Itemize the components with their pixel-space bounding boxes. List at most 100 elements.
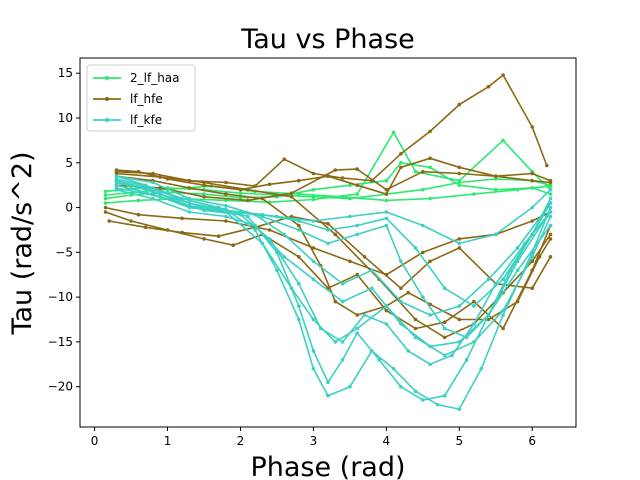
data-point bbox=[311, 259, 316, 264]
data-point bbox=[545, 163, 549, 168]
data-point bbox=[202, 180, 206, 185]
y-tick-label: 5 bbox=[65, 156, 73, 170]
x-tick-label: 3 bbox=[310, 434, 318, 448]
data-point bbox=[362, 313, 367, 317]
data-point bbox=[143, 225, 148, 230]
data-point bbox=[311, 349, 316, 353]
data-point bbox=[501, 313, 505, 317]
data-point bbox=[355, 232, 360, 237]
y-tick-label: −5 bbox=[55, 245, 73, 259]
data-point bbox=[530, 254, 534, 259]
data-point bbox=[421, 169, 425, 174]
data-point bbox=[384, 322, 389, 326]
y-tick-label: −15 bbox=[48, 335, 73, 349]
data-point bbox=[289, 286, 294, 291]
series-line-lf-hfe-0 bbox=[116, 157, 551, 195]
data-point bbox=[548, 187, 553, 192]
data-point bbox=[224, 214, 228, 219]
data-point bbox=[457, 178, 462, 183]
data-point bbox=[399, 384, 403, 389]
data-point bbox=[311, 246, 316, 250]
data-point bbox=[472, 299, 476, 304]
y-tick-label: −20 bbox=[48, 380, 73, 394]
data-point bbox=[289, 195, 294, 199]
data-point bbox=[224, 198, 228, 203]
data-point bbox=[311, 367, 316, 371]
data-point bbox=[114, 171, 119, 176]
data-point bbox=[548, 178, 553, 183]
data-point bbox=[246, 198, 250, 203]
data-point bbox=[202, 237, 206, 241]
data-point bbox=[282, 254, 287, 259]
data-point bbox=[158, 192, 162, 196]
data-point bbox=[340, 281, 345, 286]
data-point bbox=[355, 326, 360, 331]
data-point bbox=[384, 198, 389, 203]
data-point bbox=[472, 192, 476, 196]
series-line-lf-hfe-6 bbox=[109, 215, 552, 290]
data-point bbox=[187, 210, 192, 214]
data-point bbox=[311, 277, 316, 282]
data-point bbox=[231, 243, 235, 247]
data-point bbox=[224, 204, 228, 208]
data-point bbox=[457, 165, 462, 170]
axes: 0 1 2 3 4 5 6 −20 −15 −10 −5 0 5 10 15 bbox=[48, 57, 577, 448]
data-point bbox=[311, 195, 316, 199]
data-point bbox=[224, 180, 228, 185]
data-point bbox=[114, 186, 119, 190]
data-point bbox=[399, 286, 403, 291]
series-line-lf-hfe-4 bbox=[105, 206, 551, 276]
data-point bbox=[428, 129, 432, 134]
x-axis-label: Phase (rad) bbox=[250, 452, 405, 480]
data-point bbox=[428, 156, 432, 161]
y-tick-label: 10 bbox=[58, 111, 73, 125]
data-point bbox=[187, 186, 192, 190]
data-point bbox=[355, 272, 360, 277]
data-point bbox=[494, 174, 498, 178]
data-point bbox=[136, 198, 141, 203]
data-point bbox=[457, 317, 462, 322]
data-point bbox=[523, 241, 527, 246]
data-point bbox=[311, 317, 316, 322]
data-point bbox=[340, 195, 345, 199]
legend-marker-lf-kfe bbox=[105, 118, 109, 122]
data-point bbox=[413, 389, 418, 394]
data-point bbox=[253, 228, 257, 232]
data-point bbox=[472, 340, 476, 344]
series-line-lf-kfe-2 bbox=[116, 184, 552, 357]
data-point bbox=[158, 195, 162, 199]
data-point bbox=[326, 241, 330, 246]
data-point bbox=[442, 393, 447, 398]
data-point bbox=[246, 187, 250, 192]
data-point bbox=[238, 212, 243, 217]
data-point bbox=[548, 232, 553, 237]
data-point bbox=[413, 246, 418, 250]
data-point bbox=[297, 192, 301, 196]
data-point bbox=[340, 299, 345, 304]
data-point bbox=[501, 138, 505, 143]
y-tick-label: 0 bbox=[65, 201, 73, 215]
data-point bbox=[318, 326, 323, 331]
data-point bbox=[224, 219, 228, 223]
data-point bbox=[486, 277, 491, 282]
data-point bbox=[421, 250, 425, 255]
legend-box bbox=[86, 64, 196, 132]
data-point bbox=[428, 362, 432, 367]
data-point bbox=[457, 237, 462, 241]
chart-title: Tau vs Phase bbox=[240, 24, 415, 55]
data-point bbox=[442, 326, 447, 331]
data-point bbox=[472, 322, 476, 326]
data-point bbox=[413, 326, 418, 331]
data-point bbox=[333, 299, 338, 304]
data-point bbox=[362, 254, 367, 259]
data-point bbox=[297, 223, 301, 228]
data-point bbox=[399, 165, 403, 170]
data-point bbox=[530, 259, 534, 264]
data-point bbox=[457, 102, 462, 107]
data-point bbox=[151, 186, 155, 190]
data-point bbox=[457, 241, 462, 246]
data-point bbox=[384, 210, 389, 214]
data-point bbox=[501, 308, 505, 313]
data-point bbox=[282, 232, 287, 237]
